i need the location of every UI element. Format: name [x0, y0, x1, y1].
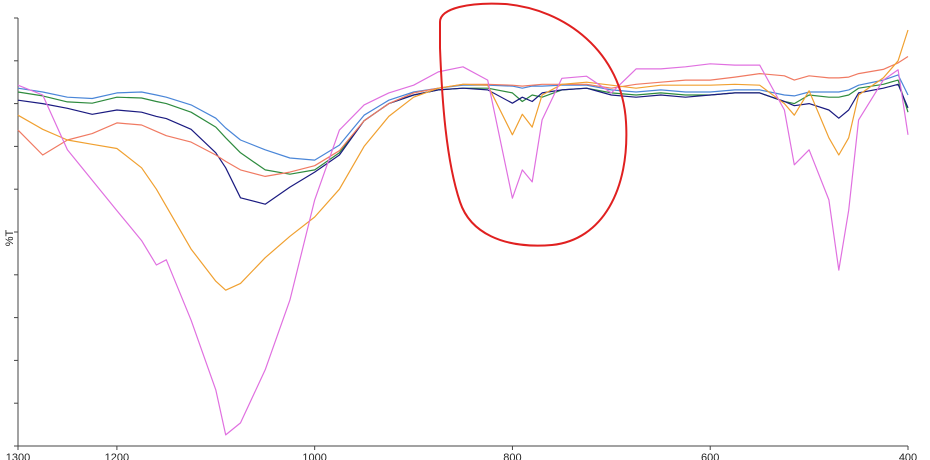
- series-group: [17, 29, 909, 436]
- spectrum-line: [17, 63, 909, 436]
- x-tick-label: 1000: [302, 452, 326, 460]
- x-tick-label: 1200: [105, 452, 129, 460]
- spectrum-line: [17, 74, 909, 161]
- spectrum-line: [17, 83, 909, 205]
- x-tick-label: 1300: [6, 452, 30, 460]
- x-tick-label: 800: [503, 452, 521, 460]
- spectrum-line: [17, 29, 909, 291]
- annotation-circle: [439, 2, 628, 247]
- y-axis-label: %T: [4, 229, 16, 246]
- x-tick-label: 400: [899, 452, 917, 460]
- spectrum-line: [17, 55, 909, 177]
- x-tick-label: 600: [701, 452, 719, 460]
